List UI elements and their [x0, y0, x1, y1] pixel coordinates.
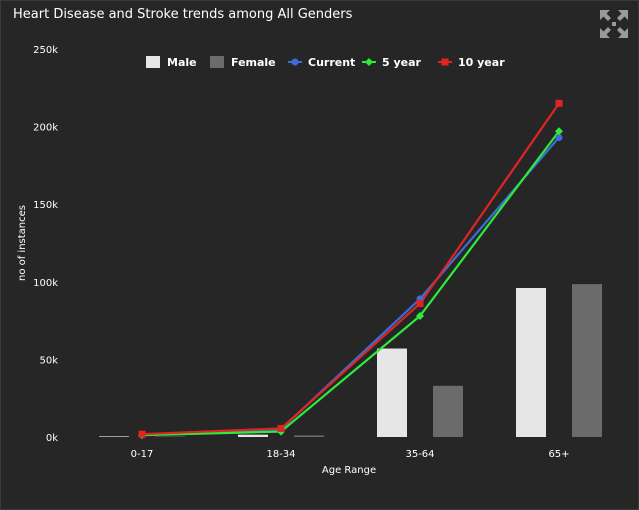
bars-layer: [99, 284, 602, 438]
point-10-year-18-34[interactable]: [277, 424, 285, 432]
bar-female-65+[interactable]: [572, 284, 602, 437]
bar-female-0-17[interactable]: [155, 436, 185, 438]
x-axis-ticks: 0-17 18-34 35-64 65+: [131, 449, 570, 460]
x-tick-label: 65+: [548, 449, 569, 460]
legend-item-5-year[interactable]: 5 year: [362, 56, 422, 69]
legend-swatch: [146, 56, 160, 68]
y-axis-ticks: 0k 50k 100k 150k 200k 250k: [33, 45, 58, 444]
expand-arrows-icon[interactable]: [598, 8, 630, 40]
legend-swatch: [210, 56, 224, 68]
bar-male-65+[interactable]: [516, 288, 546, 437]
x-tick-label: 0-17: [131, 449, 154, 460]
y-tick-label: 50k: [39, 355, 58, 366]
legend-label: Female: [231, 56, 276, 69]
x-tick-label: 18-34: [266, 449, 295, 460]
point-current-65+[interactable]: [555, 133, 563, 141]
legend-item-10-year[interactable]: 10 year: [438, 56, 505, 69]
point-10-year-0-17[interactable]: [138, 430, 146, 438]
line-10-year[interactable]: [141, 102, 560, 436]
y-tick-label: 200k: [33, 123, 58, 134]
legend: Male Female Current 5 year 10 year: [146, 56, 505, 69]
point-5-year-65+[interactable]: [555, 127, 563, 136]
point-10-year-65+[interactable]: [555, 99, 563, 107]
x-tick-label: 35-64: [405, 449, 434, 460]
legend-item-female[interactable]: Female: [210, 56, 276, 69]
y-axis-title: no of instances: [17, 205, 28, 281]
legend-marker: [291, 58, 299, 66]
y-tick-label: 150k: [33, 200, 58, 211]
legend-label: Male: [167, 56, 197, 69]
legend-marker: [365, 58, 373, 66]
legend-item-current[interactable]: Current: [288, 56, 355, 69]
legend-label: Current: [308, 56, 355, 69]
y-tick-label: 100k: [33, 278, 58, 289]
y-tick-label: 250k: [33, 45, 58, 56]
chart-title: Heart Disease and Stroke trends among Al…: [13, 7, 353, 22]
bar-male-0-17[interactable]: [99, 436, 129, 437]
legend-marker: [441, 58, 449, 66]
bar-female-18-34[interactable]: [294, 435, 324, 437]
x-axis-title: Age Range: [322, 465, 376, 476]
y-tick-label: 0k: [46, 433, 58, 444]
bar-male-18-34[interactable]: [238, 434, 268, 437]
point-5-year-35-64[interactable]: [416, 311, 424, 320]
legend-item-male[interactable]: Male: [146, 56, 197, 69]
bar-male-35-64[interactable]: [377, 348, 407, 437]
lines-layer: [138, 99, 563, 440]
point-10-year-35-64[interactable]: [416, 300, 424, 308]
line-current[interactable]: [141, 136, 560, 436]
bar-female-35-64[interactable]: [433, 385, 463, 437]
line-5-year[interactable]: [141, 130, 560, 437]
legend-label: 10 year: [458, 56, 505, 69]
legend-label: 5 year: [382, 56, 422, 69]
